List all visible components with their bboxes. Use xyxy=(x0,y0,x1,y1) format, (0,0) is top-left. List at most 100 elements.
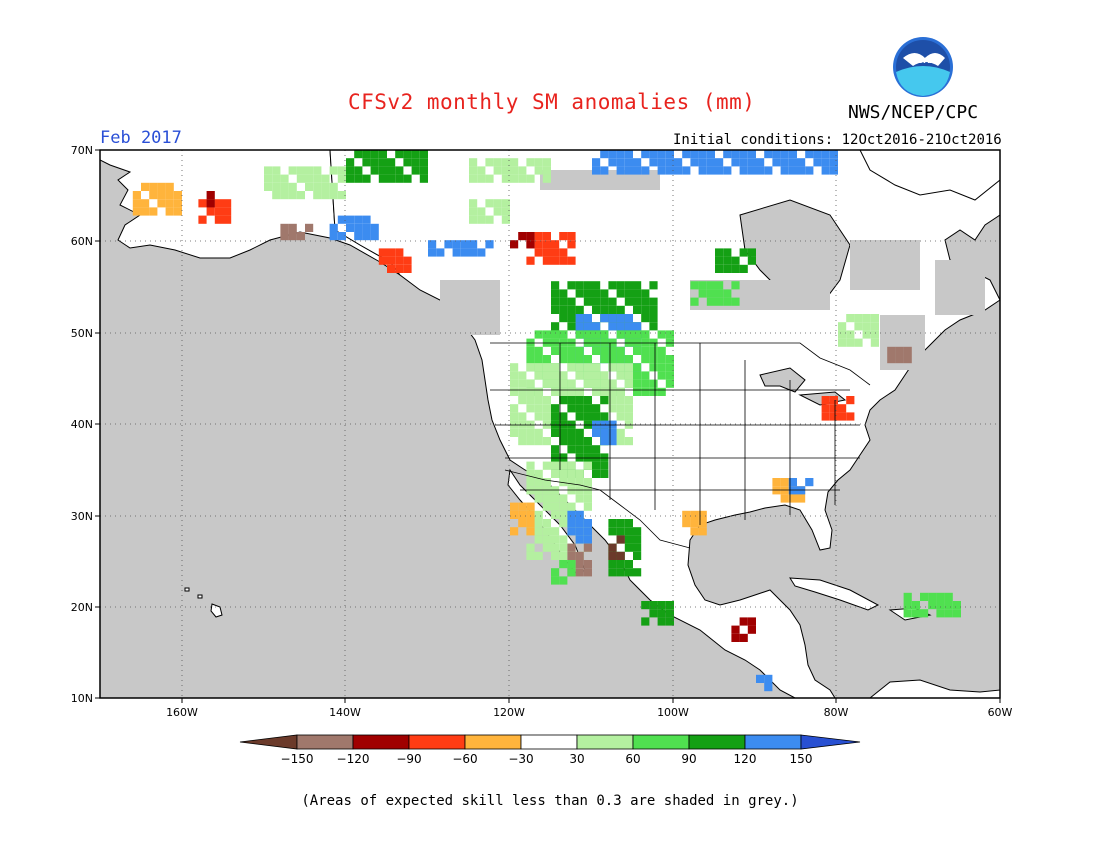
anomaly-cell xyxy=(665,379,674,388)
anomaly-cell xyxy=(403,150,412,159)
anomaly-cell xyxy=(280,232,289,241)
anomaly-cell xyxy=(616,535,625,544)
anomaly-cell xyxy=(624,297,633,306)
anomaly-cell xyxy=(600,437,609,446)
anomaly-cell xyxy=(559,297,568,306)
anomaly-cell xyxy=(633,322,642,331)
anomaly-cell xyxy=(411,166,420,175)
anomaly-cell xyxy=(575,412,584,421)
anomaly-cell xyxy=(846,314,855,323)
anomaly-cell xyxy=(395,256,404,265)
anomaly-cell xyxy=(370,223,379,232)
anomaly-cell xyxy=(567,314,576,323)
anomaly-cell xyxy=(362,215,371,224)
anomaly-cell xyxy=(362,158,371,167)
anomaly-cell xyxy=(403,256,412,265)
anomaly-cell xyxy=(764,150,773,159)
anomaly-cell xyxy=(715,158,724,167)
anomaly-cell xyxy=(510,404,519,413)
anomaly-cell xyxy=(542,330,551,339)
anomaly-cell xyxy=(600,305,609,314)
anomaly-cell xyxy=(559,346,568,355)
anomaly-cell xyxy=(657,330,666,339)
anomaly-cell xyxy=(583,519,592,528)
anomaly-cell xyxy=(469,240,478,249)
anomaly-cell xyxy=(887,346,896,355)
anomaly-cell xyxy=(600,330,609,339)
anomaly-cell xyxy=(419,158,428,167)
anomaly-cell xyxy=(608,387,617,396)
anomaly-cell xyxy=(411,150,420,159)
anomaly-cell xyxy=(706,281,715,290)
anomaly-cell xyxy=(616,568,625,577)
anomaly-cell xyxy=(690,281,699,290)
legend-swatch-gt-150 xyxy=(800,734,861,750)
anomaly-cell xyxy=(616,551,625,560)
anomaly-cell xyxy=(534,387,543,396)
anomaly-cell xyxy=(657,346,666,355)
anomaly-cell xyxy=(575,535,584,544)
anomaly-cell xyxy=(551,502,560,511)
anomaly-cell xyxy=(813,150,822,159)
anomaly-cell xyxy=(895,346,904,355)
anomaly-cell xyxy=(288,232,297,241)
anomaly-cell xyxy=(756,166,765,175)
anomaly-cell xyxy=(780,166,789,175)
anomaly-cell xyxy=(616,527,625,536)
anomaly-cell xyxy=(346,215,355,224)
anomaly-cell xyxy=(542,174,551,183)
anomaly-cell xyxy=(624,568,633,577)
anomaly-cell xyxy=(551,461,560,470)
anomaly-cell xyxy=(567,478,576,487)
anomaly-cell xyxy=(288,182,297,191)
anomaly-cell xyxy=(542,502,551,511)
anomaly-cell xyxy=(600,428,609,437)
anomaly-cell xyxy=(534,371,543,380)
anomaly-cell xyxy=(592,412,601,421)
anomaly-cell xyxy=(649,387,658,396)
anomaly-cell xyxy=(526,461,535,470)
longitude-labels: 160W 140W 120W 100W 80W 60W xyxy=(166,706,1012,719)
lat-label: 50N xyxy=(71,327,93,340)
anomaly-cell xyxy=(583,297,592,306)
anomaly-cell xyxy=(575,305,584,314)
anomaly-cell xyxy=(583,478,592,487)
anomaly-cell xyxy=(551,453,560,462)
anomaly-cell xyxy=(657,150,666,159)
legend-tick: 120 xyxy=(734,752,757,766)
anomaly-cell xyxy=(624,404,633,413)
anomaly-cell xyxy=(567,461,576,470)
anomaly-cell xyxy=(665,601,674,610)
anomaly-cell xyxy=(903,346,912,355)
anomaly-cell xyxy=(551,510,560,519)
anomaly-cell xyxy=(731,158,740,167)
anomaly-cell xyxy=(624,150,633,159)
anomaly-cell xyxy=(559,387,568,396)
anomaly-cell xyxy=(731,264,740,273)
anomaly-cell xyxy=(723,297,732,306)
anomaly-cell xyxy=(559,478,568,487)
anomaly-cell xyxy=(575,281,584,290)
anomaly-cell xyxy=(526,355,535,364)
anomaly-cell xyxy=(665,150,674,159)
anomaly-cell xyxy=(583,314,592,323)
anomaly-cell xyxy=(624,535,633,544)
anomaly-cell xyxy=(731,625,740,634)
anomaly-cell xyxy=(608,560,617,569)
anomaly-cell xyxy=(305,182,314,191)
anomaly-cell xyxy=(559,412,568,421)
anomaly-cell xyxy=(715,297,724,306)
anomaly-cell xyxy=(551,469,560,478)
anomaly-cell xyxy=(132,207,141,216)
legend-swatch xyxy=(688,734,746,750)
anomaly-cell xyxy=(698,158,707,167)
anomaly-cell xyxy=(526,437,535,446)
anomaly-cell xyxy=(567,363,576,372)
anomaly-cell xyxy=(575,322,584,331)
anomaly-cell xyxy=(518,396,527,405)
anomaly-cell xyxy=(559,330,568,339)
initial-conditions-label: Initial conditions: xyxy=(673,132,834,148)
anomaly-cell xyxy=(403,174,412,183)
anomaly-cell xyxy=(534,166,543,175)
lat-label: 60N xyxy=(71,235,93,248)
